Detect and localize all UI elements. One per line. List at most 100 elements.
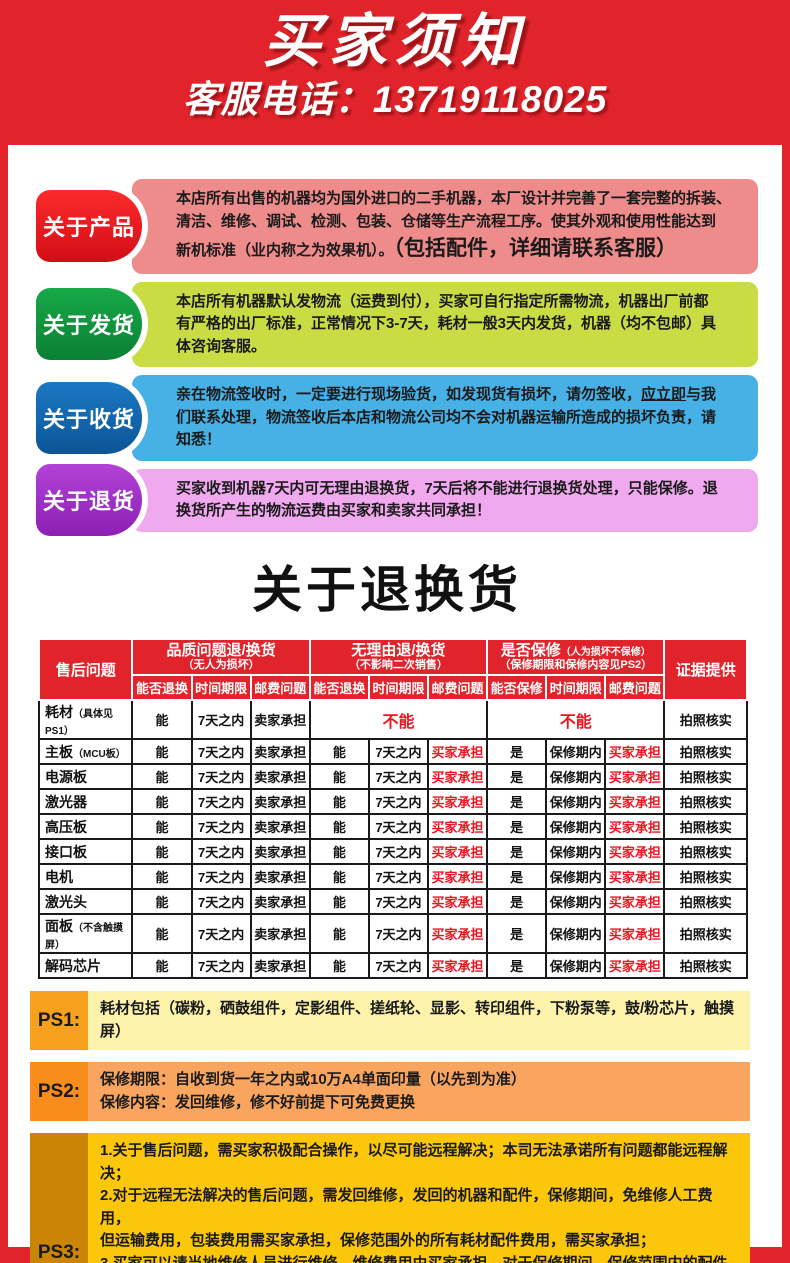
table-row: 接口板能 7天之内 卖家承担能 7天之内 买家承担是保修期内 买家承担 拍照核实 [37,838,748,866]
group-title: 无理由退/换货 [311,642,486,660]
table-cell: 保修期内 [545,913,607,955]
row-name: 激光器 [45,793,87,810]
table-cell: 能 [131,699,193,741]
table-cell: 卖家承担 [249,738,311,766]
group-subtitle: （无人为损坏） [182,659,260,672]
table-cell: 保修期内 [545,763,607,791]
table-cell: 买家承担 [604,913,666,955]
column-header: 邮费问题 [249,674,311,702]
column-header: 时间期限 [367,674,430,702]
phone-number: 13719118025 [372,79,608,120]
ps2-text: 保修期限：自收到货一年之内或10万A4单面印量（以先到为准） 保修内容：发回维修… [88,1062,750,1122]
table-row: 高压板能 7天之内 卖家承担能 7天之内 买家承担是保修期内 买家承担 拍照核实 [37,813,748,841]
product-highlight: （包括配件，详细请联系客服） [393,237,678,260]
table-cell: 7天之内 [190,863,252,891]
section-text: 本店所有出售的机器均为国外进口的二手机器，本厂设计并完善了一套完整的拆装、 清洁… [132,179,758,274]
column-header: 能否退换 [308,674,370,702]
table-cell: 能 [308,788,370,816]
ps1-text: 耗材包括（碳粉，硒鼓组件，定影组件、搓纸轮、显影、转印组件，下粉泵等，鼓/粉芯片… [88,991,750,1051]
returns-section-title: 关于退换货 [252,561,522,618]
table-row: 面板（不含触摸屏）能 7天之内 卖家承担能 7天之内 买家承担是保修期内 买家承担 拍照核实 [37,913,748,955]
table-body: 耗材（具体见PS1）能 7天之内 卖家承担 不能 不能 拍照核实 主板（MCU板）能 7天之内… [37,699,748,980]
table-cell: 是 [486,738,548,766]
row-name: 高压板 [45,818,87,835]
evidence-cell: 拍照核实 [663,738,748,766]
column-header-issue: 售后问题 [37,637,134,702]
column-header: 邮费问题 [426,674,489,702]
receiving-text-after: 与我 们联系处理，物流签收后本店和物流公司均不会对机器运输所造成的损坏负责，请 … [176,386,717,448]
row-name: 耗材 [45,704,73,721]
table-cell: 7天之内 [190,738,252,766]
table-cell: 能 [308,838,370,866]
table-cell: 能 [308,763,370,791]
shipping-text: 本店所有机器默认发物流（运费到付），买家可自行指定所需物流，机器出厂前都 有严格… [176,292,717,355]
row-note: （具体见PS1） [45,709,113,738]
table-cell: 是 [486,863,548,891]
note-ps1: PS1: 耗材包括（碳粉，硒鼓组件，定影组件、搓纸轮、显影、转印组件，下粉泵等，… [30,991,750,1051]
table-cell: 买家承担 [426,763,489,791]
row-label: 面板（不含触摸屏） [37,913,134,955]
row-name: 激光头 [45,893,87,910]
ps3-text: 1.关于售后问题，需买家积极配合操作，以尽可能远程解决；本司无法承诺所有问题都能… [88,1133,750,1263]
row-label: 激光器 [37,788,134,816]
section-text: 本店所有机器默认发物流（运费到付），买家可自行指定所需物流，机器出厂前都 有严格… [132,281,758,367]
table-cell: 买家承担 [426,913,489,955]
note-ps3: PS3: 1.关于售后问题，需买家积极配合操作，以尽可能远程解决；本司无法承诺所… [30,1133,750,1263]
table-cell: 7天之内 [367,838,430,866]
column-header-evidence: 证据提供 [663,637,748,702]
evidence-cell: 拍照核实 [663,699,748,741]
table-cell: 7天之内 [190,788,252,816]
table-cell: 能 [131,952,193,980]
table-cell: 能 [308,888,370,916]
product-badge: 关于产品 [36,190,142,263]
table-cell: 保修期内 [545,888,607,916]
table-cell: 卖家承担 [249,699,311,741]
table-cell: 保修期内 [545,813,607,841]
receiving-text-underlined: 应立即 [641,386,687,403]
evidence-cell: 拍照核实 [663,838,748,866]
returns-text: 买家收到机器7天内可无理由退换货，7天后将不能进行退换货处理，只能保修。退 换货… [176,479,718,520]
table-cell: 7天之内 [367,863,430,891]
merged-cell: 不能 [308,699,489,741]
table-row: 耗材（具体见PS1）能 7天之内 卖家承担 不能 不能 拍照核实 [37,699,748,741]
table-cell: 能 [308,952,370,980]
row-label: 激光头 [37,888,134,916]
table-cell: 买家承担 [426,952,489,980]
table-cell: 卖家承担 [249,913,311,955]
row-name: 主板 [45,743,73,760]
table-cell: 保修期内 [545,952,607,980]
group-title-note: （人为损坏不保修） [560,646,651,658]
table-cell: 7天之内 [190,838,252,866]
evidence-cell: 拍照核实 [663,888,748,916]
column-header: 能否保修 [486,674,548,702]
row-label: 耗材（具体见PS1） [37,699,134,741]
table-cell: 7天之内 [190,699,252,741]
table-cell: 买家承担 [604,763,666,791]
row-note: （MCU板） [73,748,126,760]
table-cell: 卖家承担 [249,838,311,866]
table-cell: 卖家承担 [249,813,311,841]
header-row-groups: 售后问题 品质问题退/换货 （无人为损坏） 无理由退/换货 （不影响二次销售） 是否保修（… [37,637,748,702]
table-cell: 7天之内 [190,763,252,791]
evidence-cell: 拍照核实 [663,913,748,955]
group-title-text: 是否保修 [500,641,561,659]
table-cell: 买家承担 [426,888,489,916]
table-cell: 7天之内 [367,913,430,955]
row-name: 电机 [45,868,73,885]
table-cell: 卖家承担 [249,763,311,791]
table-cell: 买家承担 [426,738,489,766]
table-cell: 能 [308,813,370,841]
table-row: 激光头能 7天之内 卖家承担能 7天之内 买家承担是保修期内 买家承担 拍照核实 [37,888,748,916]
section-about-shipping: 本店所有机器默认发物流（运费到付），买家可自行指定所需物流，机器出厂前都 有严格… [16,281,758,367]
returns-badge: 关于退货 [36,464,142,536]
table-cell: 7天之内 [367,888,430,916]
table-row: 解码芯片能 7天之内 卖家承担能 7天之内 买家承担是保修期内 买家承担 拍照核实 [37,952,748,980]
table-cell: 7天之内 [190,952,252,980]
column-header: 时间期限 [190,674,252,702]
table-cell: 买家承担 [604,838,666,866]
table-row: 电源板能 7天之内 卖家承担能 7天之内 买家承担是保修期内 买家承担 拍照核实 [37,763,748,791]
table-cell: 是 [486,888,548,916]
table-cell: 7天之内 [190,813,252,841]
group-title-text: 品质问题退/换货 [166,641,276,659]
table-cell: 买家承担 [604,813,666,841]
